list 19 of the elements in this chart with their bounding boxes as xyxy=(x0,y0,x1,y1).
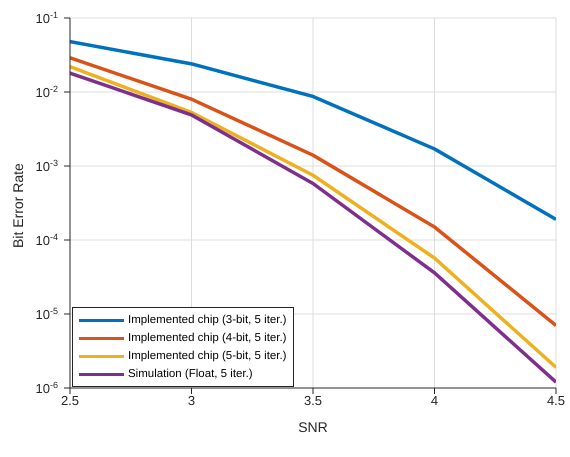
legend-label: Implemented chip (3-bit, 5 iter.) xyxy=(128,314,287,326)
y-tick-label: 10$^{-6}$ xyxy=(36,380,58,396)
x-tick-label: 2.5 xyxy=(60,393,80,408)
line-series xyxy=(70,56,556,328)
legend-label: Implemented chip (4-bit, 5 iter.) xyxy=(128,332,287,344)
y-tick-label: 10$^{-5}$ xyxy=(36,306,58,322)
y-tick-label: 10$^{-2}$ xyxy=(36,84,58,100)
line-series xyxy=(70,40,556,222)
legend-label: Simulation (Float, 5 iter.) xyxy=(128,368,253,380)
y-tick-label: 10$^{-4}$ xyxy=(36,232,58,248)
y-tick-label: 10$^{-3}$ xyxy=(36,158,58,174)
x-tick-label: 3.5 xyxy=(304,393,322,408)
x-tick-label: 3 xyxy=(188,393,196,408)
y-tick-label: 10$^{-1}$ xyxy=(36,10,58,26)
y-axis-title: Bit Error Rate xyxy=(10,162,26,248)
x-tick-label: 4 xyxy=(430,393,438,408)
legend-label: Implemented chip (5-bit, 5 iter.) xyxy=(128,350,287,362)
x-tick-label: 4.5 xyxy=(546,393,566,408)
x-axis-title: SNR xyxy=(298,419,328,435)
